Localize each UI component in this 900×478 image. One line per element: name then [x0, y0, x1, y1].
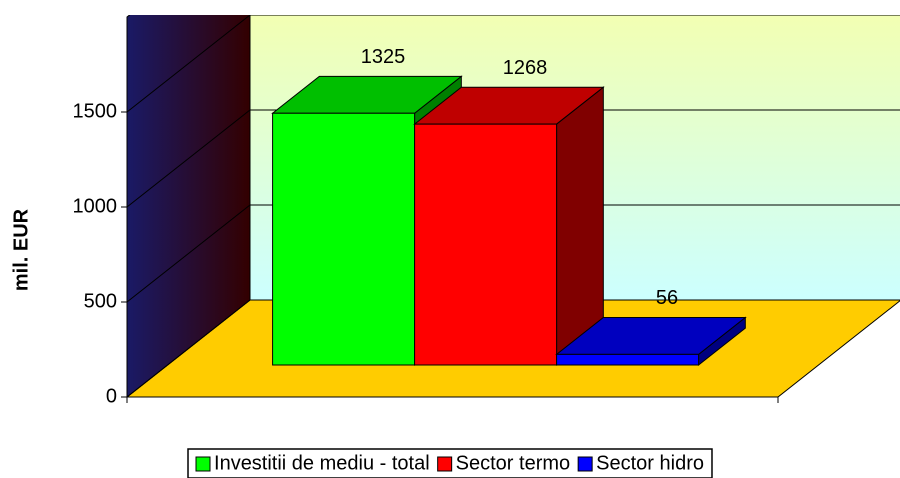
data-label: 1325: [361, 46, 406, 68]
legend-swatch: [577, 456, 593, 472]
legend-label: Sector hidro: [596, 452, 704, 474]
y-tick-label: 0: [106, 385, 117, 407]
legend-swatch: [437, 456, 453, 472]
bar: [555, 316, 747, 367]
grid-line: [126, 299, 900, 398]
y-tick-label: 1000: [73, 195, 118, 217]
y-tick-label: 1500: [73, 100, 118, 122]
grid-line: [126, 204, 900, 303]
grid-line: [126, 109, 900, 208]
data-label: 56: [656, 287, 678, 309]
bar-front: [414, 123, 558, 366]
legend-label: Sector termo: [456, 452, 570, 474]
legend-swatch: [195, 456, 211, 472]
grid-line: [126, 15, 900, 113]
bar-front: [272, 112, 416, 366]
y-axis-label: mil. EUR: [10, 208, 32, 291]
data-label: 1268: [503, 57, 548, 79]
bar-front: [556, 353, 700, 366]
bar: [413, 86, 605, 367]
plot-area: [125, 15, 900, 399]
legend-label: Investitii de mediu - total: [214, 452, 430, 474]
y-tick-label: 500: [84, 290, 117, 312]
